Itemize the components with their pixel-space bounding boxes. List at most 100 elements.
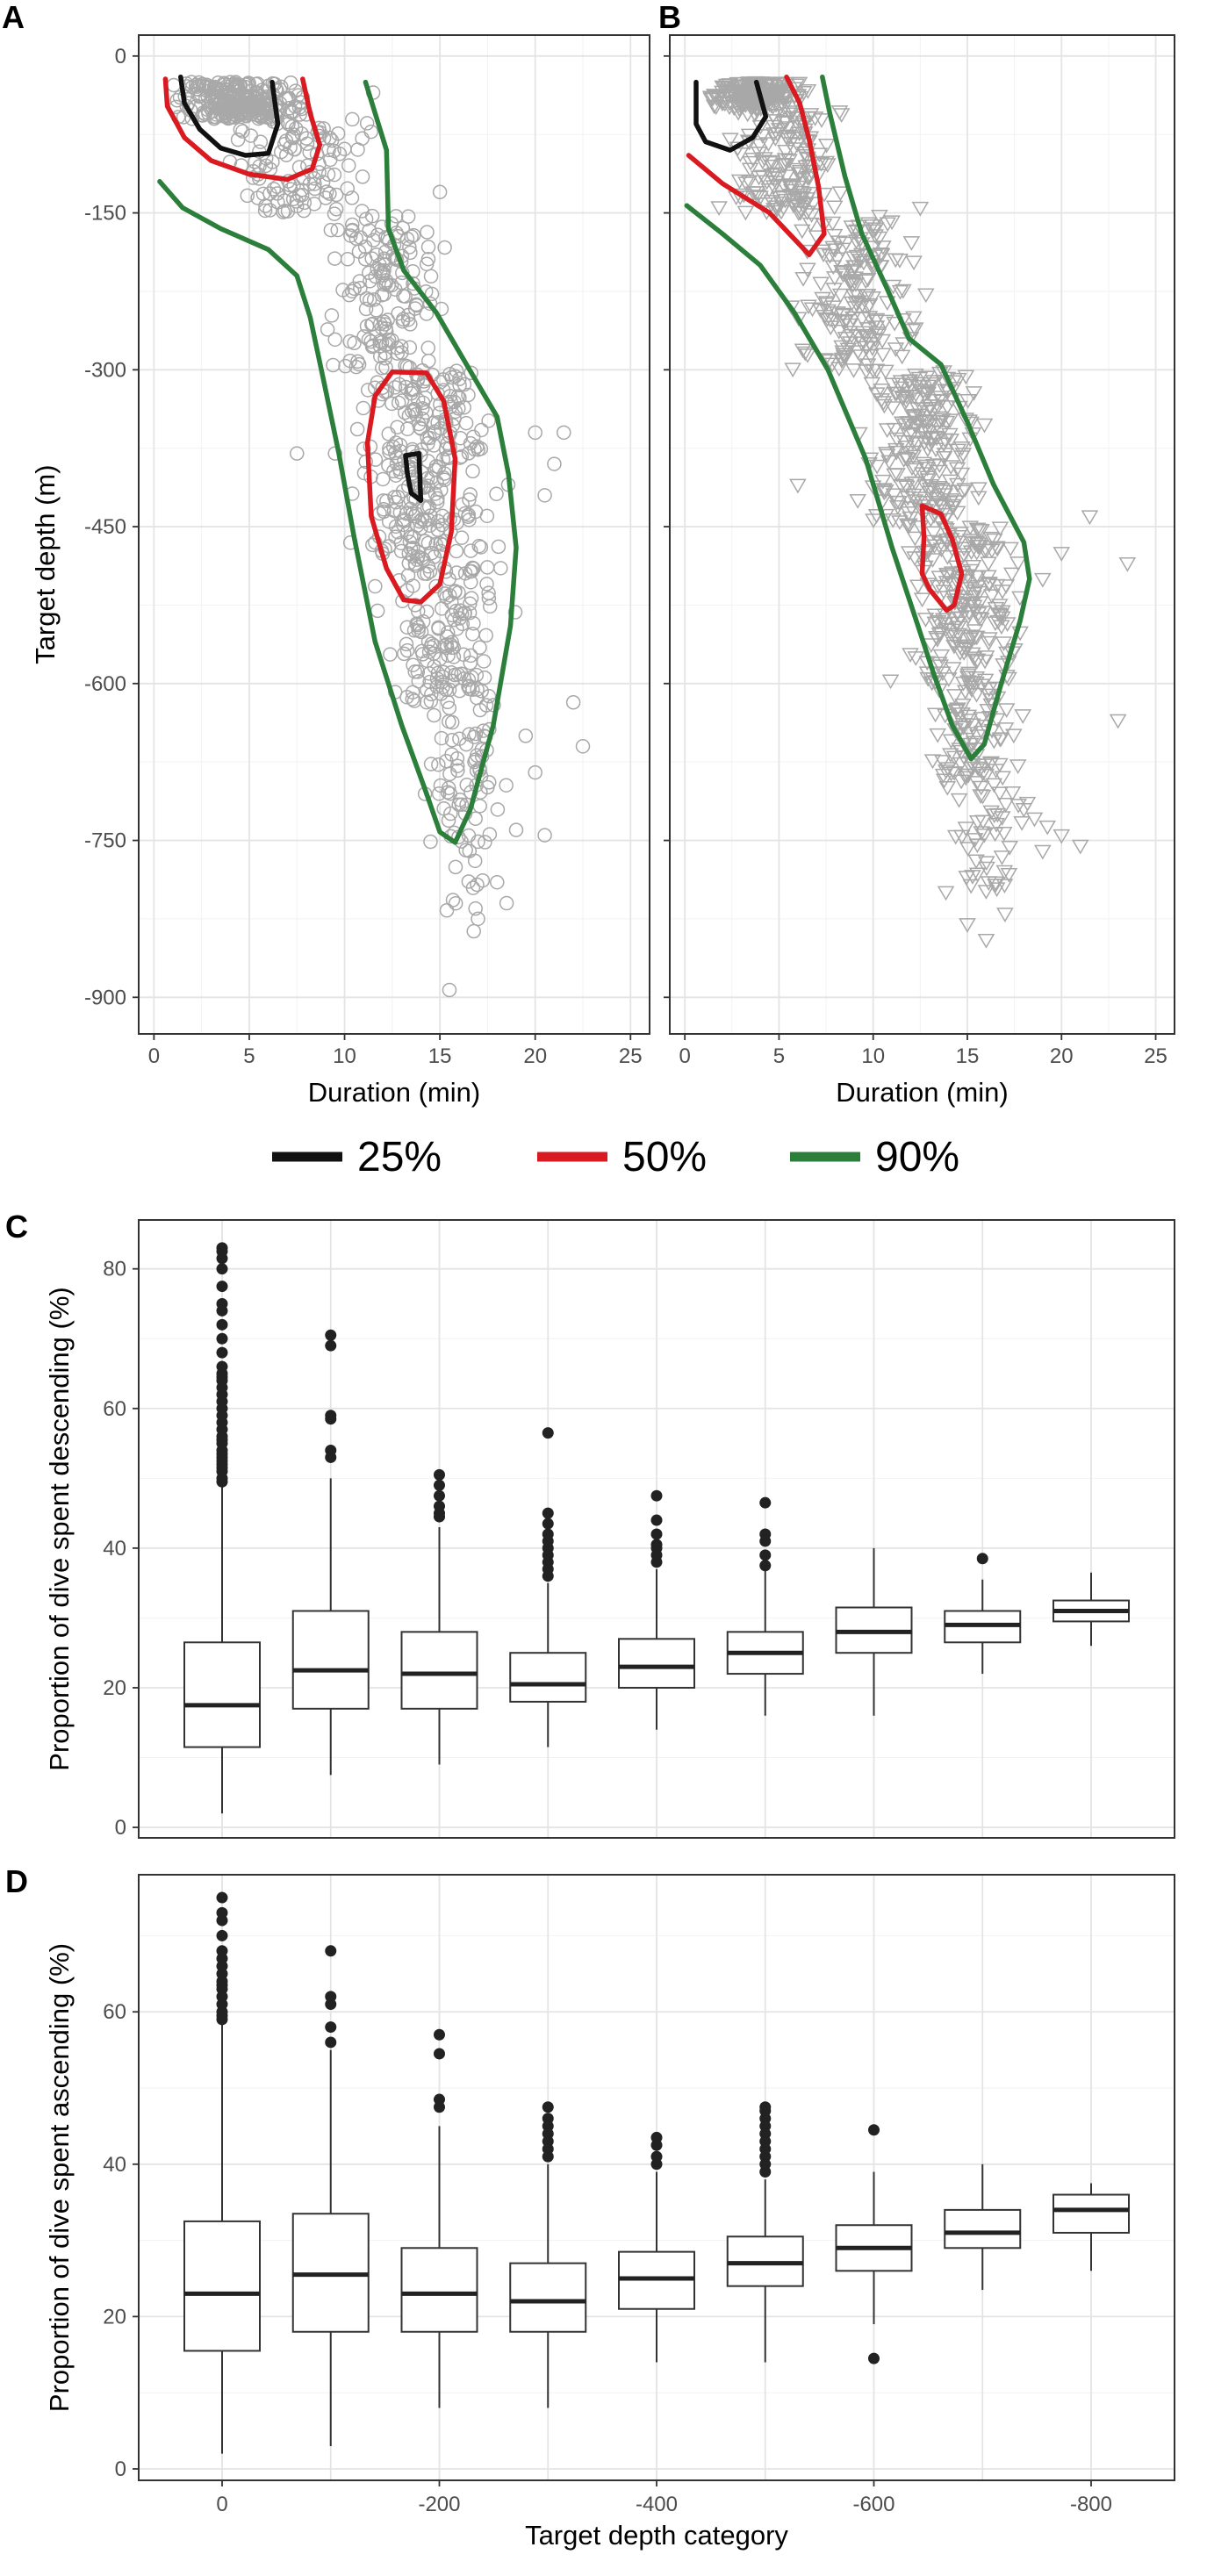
data-point (839, 342, 858, 358)
data-point (776, 153, 794, 169)
data-point (322, 130, 337, 146)
data-point (454, 797, 470, 812)
y-axis-title: Target depth (m) (30, 464, 61, 664)
box--400 (618, 2131, 695, 2363)
outlier-point (976, 1553, 988, 1565)
data-point (768, 203, 786, 218)
data-point (960, 714, 978, 728)
data-point (935, 451, 953, 466)
data-point (226, 98, 241, 113)
data-point (818, 296, 836, 312)
data-point (384, 396, 399, 412)
data-point (385, 439, 401, 455)
data-point (292, 107, 307, 122)
data-point (859, 330, 877, 346)
data-point (851, 349, 870, 364)
outlier-point (434, 1489, 445, 1502)
data-point (204, 87, 219, 103)
data-point (923, 754, 942, 770)
panel-label: A (2, 0, 25, 35)
data-point (444, 747, 459, 762)
data-point (958, 871, 976, 886)
data-point (959, 918, 976, 933)
data-point (925, 458, 943, 474)
data-point (765, 108, 782, 124)
data-point (957, 370, 975, 385)
data-point (442, 766, 457, 782)
data-point (465, 463, 480, 479)
data-point (490, 802, 506, 817)
data-point (784, 198, 802, 213)
data-point (937, 484, 954, 499)
data-point (401, 556, 417, 570)
data-point (957, 771, 975, 786)
data-point (269, 83, 284, 98)
data-point (857, 328, 875, 344)
data-point (473, 540, 489, 555)
outlier-point (325, 2036, 337, 2049)
data-point (437, 466, 452, 481)
outlier-point (325, 2021, 337, 2034)
data-point (957, 822, 975, 837)
data-point (441, 813, 456, 829)
data-point (844, 363, 863, 378)
data-point (240, 188, 255, 204)
data-point (340, 252, 356, 267)
data-point (991, 786, 1009, 802)
data-point (471, 538, 487, 554)
data-point (449, 621, 464, 636)
data-point (1034, 572, 1052, 588)
data-point (846, 271, 865, 287)
contour-legend: 25% 50% 90% (272, 1134, 959, 1180)
outlier-point (325, 1445, 337, 1457)
outlier-point (542, 2113, 554, 2125)
data-point (959, 668, 977, 684)
data-point (938, 780, 957, 796)
data-point (821, 354, 838, 370)
data-point (730, 174, 749, 190)
data-point (326, 357, 341, 373)
outlier-point (542, 1518, 554, 1530)
data-point (422, 563, 438, 579)
data-point (956, 483, 974, 499)
data-point (402, 340, 418, 355)
data-point (394, 345, 409, 360)
data-point (482, 827, 498, 842)
data-point (287, 98, 303, 114)
data-point (415, 412, 430, 427)
data-point (862, 348, 880, 364)
data-point (278, 133, 294, 148)
data-point (508, 822, 524, 837)
data-point (844, 251, 863, 267)
data-point (413, 624, 429, 640)
data-point (940, 672, 958, 687)
data-point (396, 517, 411, 533)
data-point (419, 694, 435, 710)
data-point (970, 523, 988, 539)
data-point (800, 299, 817, 315)
data-point (359, 116, 375, 131)
data-point (833, 340, 851, 355)
data-point (894, 283, 912, 299)
data-point (894, 337, 913, 352)
outlier-point (216, 1281, 228, 1293)
data-point (433, 778, 449, 793)
data-point (439, 640, 455, 655)
box-iqr (183, 1641, 261, 1748)
y-axis-title: Proportion of dive spent descending (%) (44, 1287, 75, 1770)
outlier-point (868, 2124, 880, 2136)
data-point (996, 908, 1014, 922)
data-point (396, 312, 411, 327)
data-point (467, 441, 482, 457)
data-point (789, 478, 807, 494)
data-point (941, 413, 959, 429)
box--500 (726, 2101, 804, 2363)
data-point (437, 586, 452, 601)
data-point (932, 649, 951, 664)
data-point (741, 162, 759, 178)
data-point (780, 129, 798, 145)
data-point (836, 315, 853, 330)
data-point (993, 611, 1011, 627)
data-point (975, 418, 994, 434)
